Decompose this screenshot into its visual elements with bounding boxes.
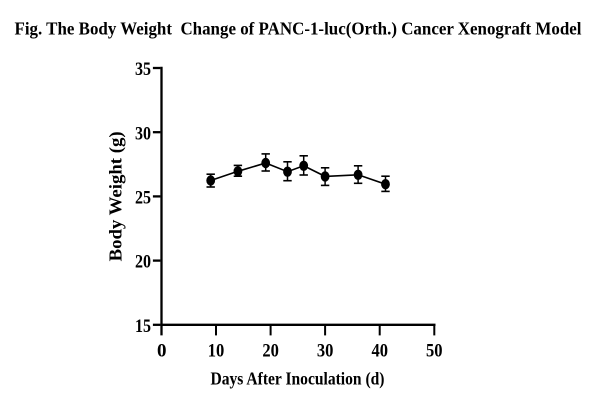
svg-text:25: 25 — [135, 188, 151, 209]
svg-text:30: 30 — [317, 341, 334, 362]
svg-text:20: 20 — [262, 341, 279, 362]
svg-text:30: 30 — [135, 123, 151, 144]
svg-text:20: 20 — [135, 252, 151, 273]
svg-text:Body Weight (g): Body Weight (g) — [105, 131, 125, 261]
svg-text:Days After Inoculation (d): Days After Inoculation (d) — [211, 369, 385, 389]
svg-text:10: 10 — [208, 341, 225, 362]
svg-text:0: 0 — [157, 341, 167, 362]
svg-text:50: 50 — [426, 341, 443, 362]
svg-text:35: 35 — [135, 59, 151, 80]
svg-text:15: 15 — [135, 316, 151, 337]
svg-text:Fig. The Body Weight Change o: Fig. The Body Weight Change of PANC-1-lu… — [15, 19, 582, 39]
svg-text:40: 40 — [371, 341, 388, 362]
